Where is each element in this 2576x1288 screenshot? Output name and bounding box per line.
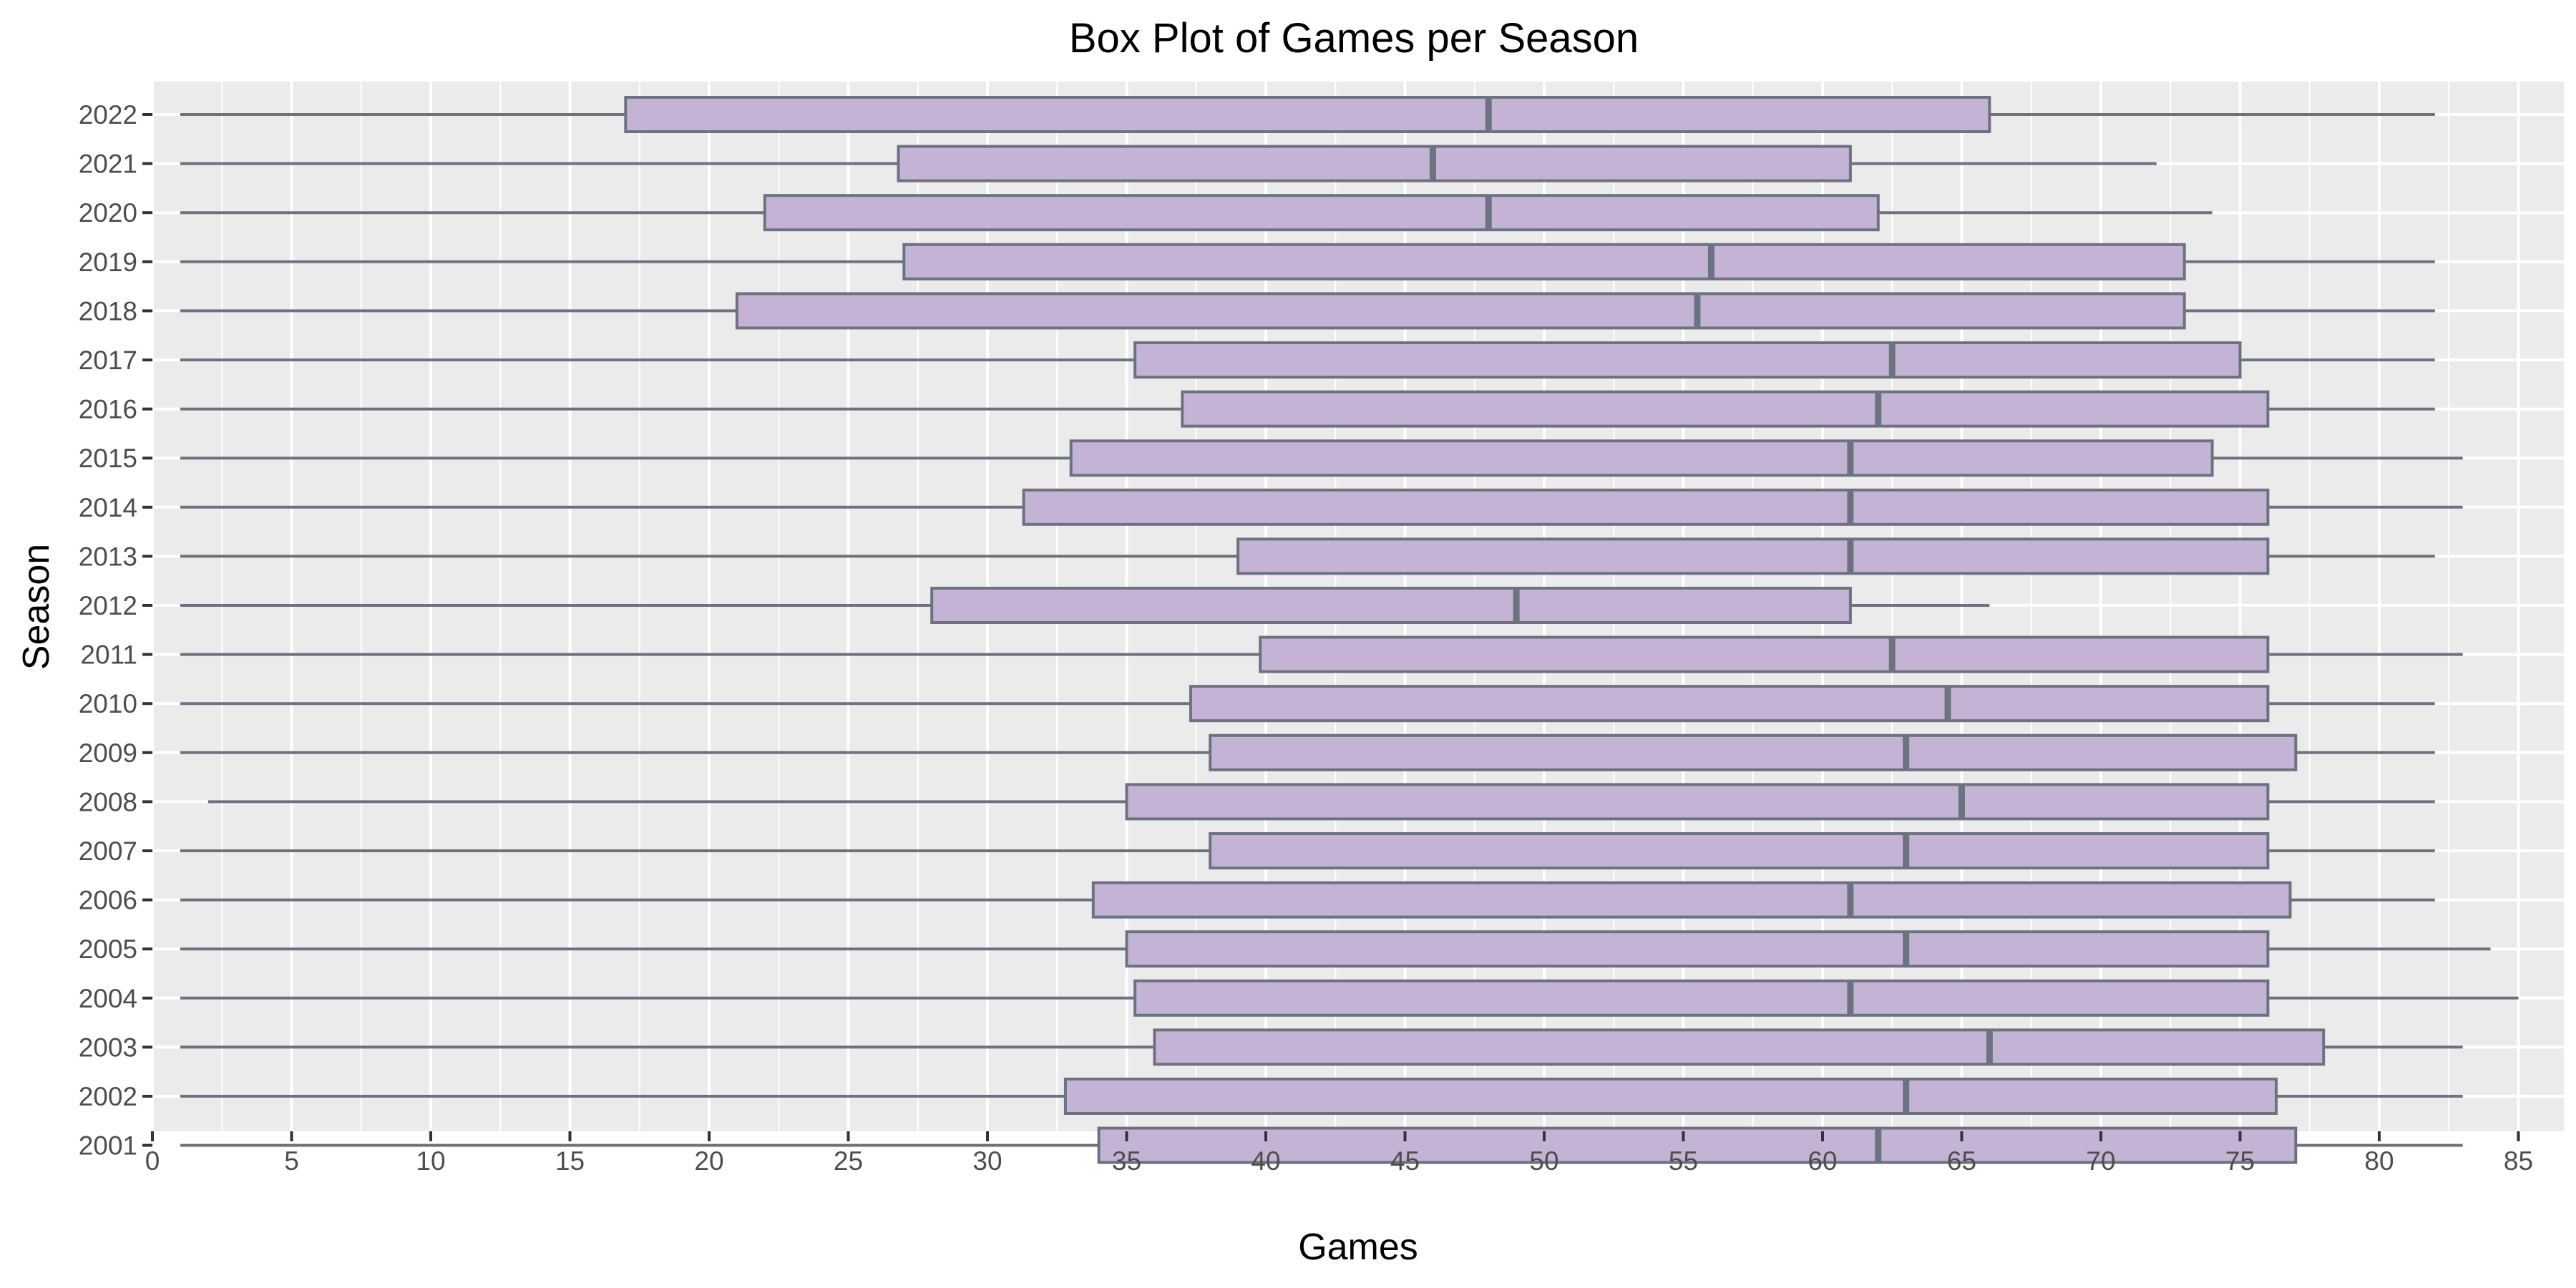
x-tick-label: 0 [145, 1146, 160, 1176]
box-2019 [180, 243, 2435, 280]
interquartile-box [1181, 390, 2270, 428]
box-2016 [180, 390, 2435, 428]
box-2003 [180, 1028, 2463, 1066]
y-tick-label: 2011 [80, 640, 137, 670]
x-tick-label: 25 [834, 1146, 863, 1176]
y-axis-label: Season [16, 544, 57, 670]
y-tick-label: 2016 [79, 395, 137, 424]
y-tick-label: 2003 [79, 1033, 137, 1062]
y-tick-label: 2002 [79, 1082, 137, 1111]
box-2009 [180, 733, 2435, 771]
box-2007 [180, 832, 2435, 869]
y-tick-label: 2008 [79, 787, 137, 816]
box-2022 [180, 96, 2435, 133]
x-tick-label: 30 [972, 1146, 1002, 1176]
y-tick-label: 2005 [79, 935, 137, 964]
box-series [180, 96, 2519, 1164]
y-tick-label: 2013 [79, 542, 137, 571]
interquartile-box [1209, 832, 2270, 869]
box-2008 [208, 783, 2435, 821]
y-tick-label: 2015 [79, 444, 137, 473]
interquartile-box [1259, 635, 2270, 673]
y-axis-ticks: 2022 2021 2020 2019 2018 2017 2016 2015 2014 2013… [79, 100, 152, 1161]
interquartile-box [735, 292, 2186, 330]
y-tick-label: 2020 [79, 198, 137, 228]
y-tick-label: 2014 [79, 493, 137, 522]
chart-title: Box Plot of Games per Season [1069, 15, 1639, 62]
box-2020 [180, 194, 2212, 232]
box-2013 [180, 537, 2435, 575]
interquartile-box [930, 587, 1852, 624]
y-tick-label: 2021 [79, 150, 137, 179]
box-2018 [180, 292, 2435, 330]
y-tick-label: 2009 [79, 738, 137, 768]
x-tick-label: 80 [2364, 1146, 2394, 1176]
interquartile-box [1133, 341, 2242, 379]
x-axis-label: Games [1298, 1226, 1418, 1268]
x-tick-label: 10 [416, 1146, 445, 1176]
interquartile-box [1097, 1126, 2298, 1164]
x-tick-label: 40 [1251, 1146, 1280, 1176]
y-tick-label: 2006 [79, 886, 137, 915]
box-2006 [180, 881, 2435, 919]
interquartile-box [897, 145, 1852, 182]
x-tick-label: 20 [694, 1146, 723, 1176]
interquartile-box [902, 243, 2186, 280]
interquartile-box [1125, 783, 2270, 821]
interquartile-box [1125, 930, 2270, 968]
y-tick-label: 2007 [79, 836, 137, 866]
y-tick-label: 2018 [79, 296, 137, 326]
interquartile-box [624, 96, 1991, 133]
x-tick-label: 35 [1112, 1146, 1141, 1176]
x-tick-label: 70 [2086, 1146, 2115, 1176]
x-tick-label: 5 [284, 1146, 299, 1176]
box-2012 [180, 587, 1990, 624]
interquartile-box [1091, 881, 2292, 919]
box-2017 [180, 341, 2435, 379]
x-tick-label: 60 [1807, 1146, 1837, 1176]
y-tick-label: 2022 [79, 100, 137, 130]
x-axis-ticks: 0 5 10 15 20 25 30 35 40 45 50 55 60 65 70 75 80 85 [145, 1131, 2533, 1176]
box-2005 [180, 930, 2491, 968]
box-2001 [180, 1126, 2463, 1164]
interquartile-box [1063, 1078, 2278, 1115]
interquartile-box [1069, 439, 2214, 477]
y-tick-label: 2017 [79, 346, 137, 375]
interquartile-box [1153, 1028, 2326, 1066]
interquartile-box [1189, 685, 2270, 723]
interquartile-box [1022, 488, 2270, 526]
interquartile-box [1209, 733, 2298, 771]
x-tick-label: 45 [1390, 1146, 1420, 1176]
interquartile-box [763, 194, 1880, 232]
box-2021 [180, 145, 2157, 182]
x-tick-label: 55 [1669, 1146, 1698, 1176]
x-tick-label: 15 [555, 1146, 585, 1176]
x-tick-label: 65 [1947, 1146, 1976, 1176]
box-2014 [180, 488, 2463, 526]
x-tick-label: 75 [2225, 1146, 2255, 1176]
interquartile-box [1133, 979, 2270, 1017]
y-tick-label: 2019 [79, 248, 137, 277]
y-tick-label: 2004 [79, 984, 137, 1013]
y-tick-label: 2001 [79, 1131, 137, 1161]
x-tick-label: 85 [2504, 1146, 2533, 1176]
box-2010 [180, 685, 2435, 723]
box-2015 [180, 439, 2463, 477]
box-2002 [180, 1078, 2463, 1115]
y-tick-label: 2012 [79, 591, 137, 620]
box-2011 [180, 635, 2463, 673]
x-tick-label: 50 [1529, 1146, 1558, 1176]
y-tick-label: 2010 [79, 689, 137, 718]
interquartile-box [1236, 537, 2270, 575]
box-2004 [180, 979, 2519, 1017]
